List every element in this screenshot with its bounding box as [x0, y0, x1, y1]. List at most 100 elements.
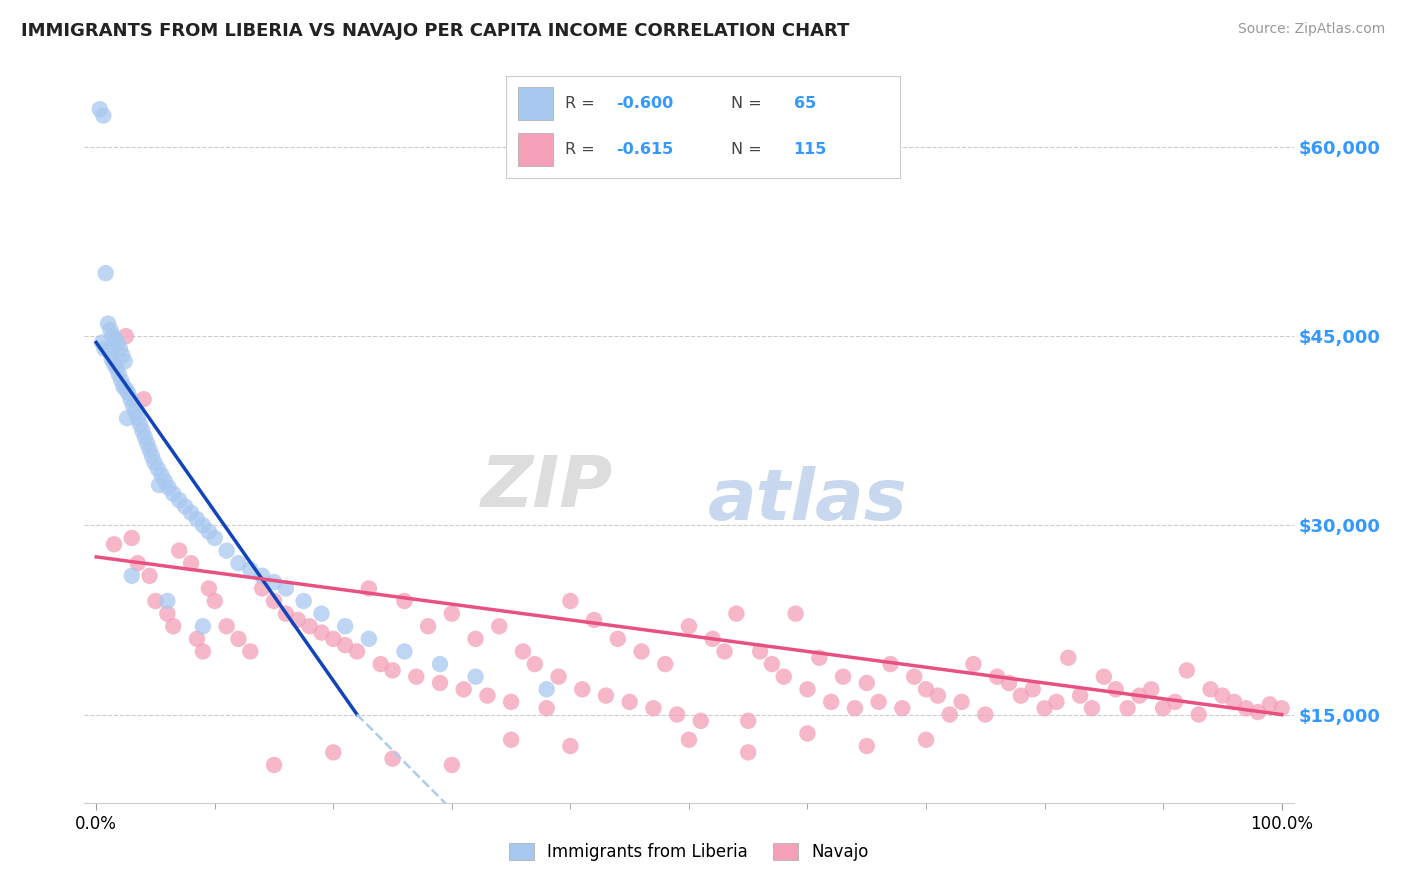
- Navajo: [583, 613, 606, 627]
- Navajo: [381, 752, 404, 766]
- Navajo: [844, 701, 866, 715]
- Navajo: [127, 556, 149, 570]
- Legend: Immigrants from Liberia, Navajo: Immigrants from Liberia, Navajo: [502, 836, 876, 868]
- Immigrants from Liberia: [129, 417, 152, 432]
- Immigrants from Liberia: [143, 455, 166, 469]
- Immigrants from Liberia: [191, 619, 214, 633]
- Immigrants from Liberia: [186, 512, 208, 526]
- Navajo: [453, 682, 475, 697]
- Immigrants from Liberia: [162, 487, 184, 501]
- Navajo: [702, 632, 724, 646]
- Navajo: [808, 650, 831, 665]
- Immigrants from Liberia: [97, 317, 120, 331]
- Navajo: [115, 329, 138, 343]
- Navajo: [749, 644, 772, 658]
- Text: -0.600: -0.600: [616, 96, 673, 111]
- Immigrants from Liberia: [357, 632, 380, 646]
- Immigrants from Liberia: [180, 506, 202, 520]
- Immigrants from Liberia: [134, 430, 156, 444]
- Navajo: [263, 594, 285, 608]
- Navajo: [1057, 650, 1080, 665]
- Navajo: [512, 644, 534, 658]
- Navajo: [891, 701, 914, 715]
- Navajo: [1258, 698, 1281, 712]
- Immigrants from Liberia: [215, 543, 238, 558]
- Immigrants from Liberia: [91, 108, 114, 122]
- Navajo: [1247, 705, 1270, 719]
- Immigrants from Liberia: [429, 657, 451, 671]
- Navajo: [145, 594, 167, 608]
- Immigrants from Liberia: [191, 518, 214, 533]
- Immigrants from Liberia: [89, 102, 111, 116]
- Navajo: [713, 644, 735, 658]
- Text: R =: R =: [565, 96, 600, 111]
- Navajo: [250, 582, 273, 596]
- Navajo: [1022, 682, 1045, 697]
- Navajo: [215, 619, 238, 633]
- Navajo: [274, 607, 297, 621]
- Immigrants from Liberia: [110, 373, 132, 387]
- Immigrants from Liberia: [115, 411, 138, 425]
- Navajo: [832, 670, 855, 684]
- Immigrants from Liberia: [167, 493, 190, 508]
- Navajo: [191, 644, 214, 658]
- Immigrants from Liberia: [274, 582, 297, 596]
- Navajo: [855, 739, 877, 753]
- Navajo: [180, 556, 202, 570]
- Immigrants from Liberia: [311, 607, 333, 621]
- Navajo: [1010, 689, 1032, 703]
- Immigrants from Liberia: [111, 348, 134, 362]
- Navajo: [311, 625, 333, 640]
- Navajo: [879, 657, 901, 671]
- Immigrants from Liberia: [138, 442, 160, 457]
- Immigrants from Liberia: [108, 342, 131, 356]
- Navajo: [138, 569, 160, 583]
- Navajo: [501, 695, 523, 709]
- Navajo: [1045, 695, 1067, 709]
- Navajo: [1081, 701, 1104, 715]
- Text: 65: 65: [793, 96, 815, 111]
- Immigrants from Liberia: [228, 556, 250, 570]
- Text: -0.615: -0.615: [616, 142, 673, 157]
- Navajo: [998, 676, 1021, 690]
- Immigrants from Liberia: [122, 399, 145, 413]
- Navajo: [868, 695, 890, 709]
- Navajo: [346, 644, 368, 658]
- Text: Source: ZipAtlas.com: Source: ZipAtlas.com: [1237, 22, 1385, 37]
- Navajo: [927, 689, 949, 703]
- Navajo: [1105, 682, 1128, 697]
- Navajo: [1211, 689, 1233, 703]
- Navajo: [186, 632, 208, 646]
- Immigrants from Liberia: [153, 474, 176, 488]
- Navajo: [204, 594, 226, 608]
- Navajo: [322, 745, 344, 759]
- Immigrants from Liberia: [115, 382, 138, 396]
- Immigrants from Liberia: [100, 323, 122, 337]
- Immigrants from Liberia: [198, 524, 221, 539]
- Immigrants from Liberia: [141, 449, 163, 463]
- Navajo: [1092, 670, 1115, 684]
- Navajo: [121, 531, 143, 545]
- Navajo: [418, 619, 440, 633]
- Navajo: [1069, 689, 1091, 703]
- Navajo: [772, 670, 794, 684]
- Immigrants from Liberia: [127, 411, 149, 425]
- Navajo: [903, 670, 925, 684]
- Navajo: [938, 707, 960, 722]
- Immigrants from Liberia: [536, 682, 558, 697]
- Navajo: [785, 607, 807, 621]
- Navajo: [571, 682, 593, 697]
- Navajo: [239, 644, 262, 658]
- Navajo: [464, 632, 486, 646]
- Navajo: [560, 594, 582, 608]
- Navajo: [1140, 682, 1163, 697]
- Navajo: [370, 657, 392, 671]
- Navajo: [488, 619, 510, 633]
- Navajo: [643, 701, 665, 715]
- Navajo: [761, 657, 783, 671]
- Bar: [517, 87, 554, 120]
- Navajo: [322, 632, 344, 646]
- Navajo: [619, 695, 641, 709]
- Navajo: [1223, 695, 1246, 709]
- Immigrants from Liberia: [94, 266, 117, 280]
